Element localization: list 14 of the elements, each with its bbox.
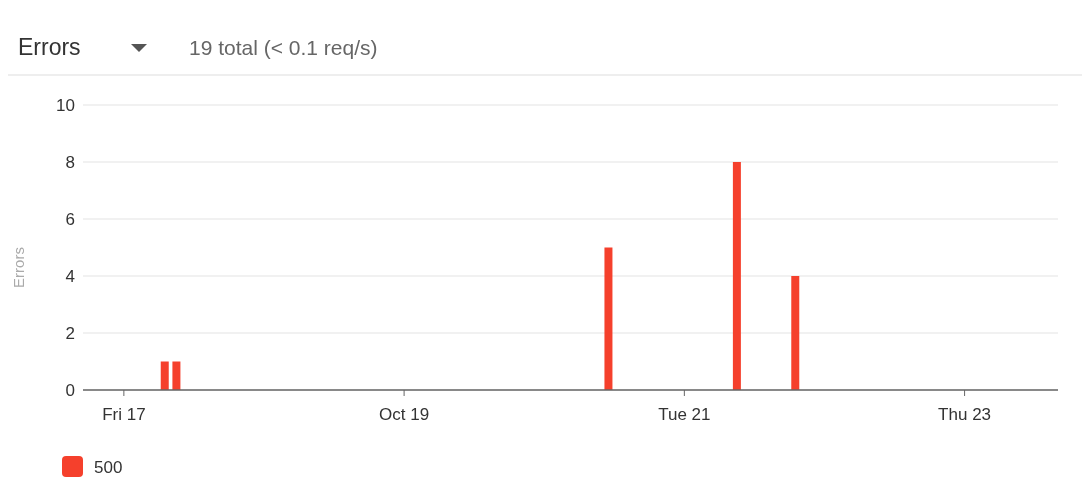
x-tick-label: Fri 17 xyxy=(102,405,146,424)
y-tick-label: 4 xyxy=(65,267,75,286)
x-tick-label: Tue 21 xyxy=(658,405,711,424)
legend-label: 500 xyxy=(94,458,123,477)
y-tick-label: 6 xyxy=(65,210,75,229)
x-tick-label: Thu 23 xyxy=(938,405,992,424)
chart-title: Errors xyxy=(18,34,81,60)
y-tick-label: 10 xyxy=(56,96,75,115)
x-tick-label: Oct 19 xyxy=(379,405,430,424)
y-tick-label: 0 xyxy=(65,381,75,400)
y-tick-label: 8 xyxy=(65,153,75,172)
chart-subtitle: 19 total (< 0.1 req/s) xyxy=(189,36,378,59)
y-tick-label: 2 xyxy=(65,324,75,343)
y-axis-title: Errors xyxy=(10,247,27,288)
